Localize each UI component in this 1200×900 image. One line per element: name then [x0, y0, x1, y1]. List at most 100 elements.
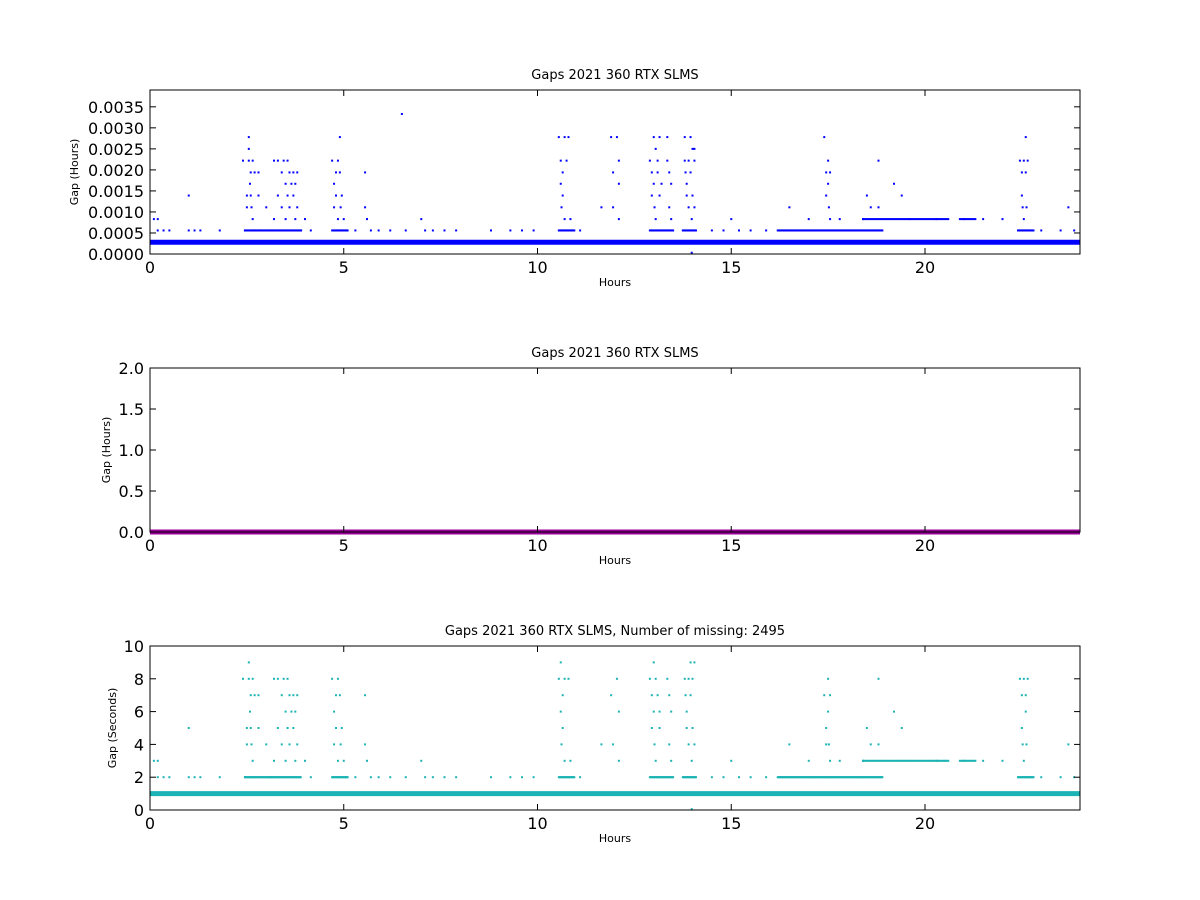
chart-title: Gaps 2021 360 RTX SLMS — [531, 346, 698, 361]
x-tick-label: 15 — [721, 258, 741, 277]
data-point — [823, 136, 826, 139]
data-point — [290, 182, 293, 185]
data-point — [829, 171, 832, 174]
data-point — [187, 229, 190, 232]
data-point — [364, 694, 367, 697]
data-point — [280, 171, 283, 174]
data-point — [335, 694, 337, 697]
data-point — [276, 159, 279, 162]
data-point — [276, 194, 279, 197]
data-point — [947, 759, 950, 762]
data-point — [930, 759, 933, 762]
data-point — [893, 218, 895, 221]
data-point — [156, 759, 159, 762]
data-point — [879, 218, 882, 221]
data-point — [925, 218, 928, 221]
data-point — [906, 759, 909, 762]
data-point — [691, 147, 694, 150]
data-point — [521, 229, 523, 232]
data-point — [443, 229, 446, 232]
data-point — [652, 710, 655, 713]
data-point — [891, 218, 894, 221]
data-point — [257, 727, 260, 729]
data-point — [156, 229, 159, 232]
data-point — [825, 171, 828, 174]
data-point — [251, 759, 254, 762]
data-point — [284, 218, 287, 221]
data-point — [1067, 743, 1070, 746]
data-point — [389, 776, 392, 779]
data-point — [569, 759, 572, 762]
data-point — [1024, 694, 1027, 697]
plot-frame — [149, 367, 1081, 533]
data-point — [420, 218, 423, 221]
data-point — [269, 776, 272, 779]
data-point — [829, 759, 832, 762]
data-point — [899, 759, 902, 762]
data-point — [1018, 159, 1021, 162]
data-point — [650, 171, 653, 174]
data-point — [364, 206, 367, 209]
data-point — [532, 229, 535, 232]
data-point — [827, 710, 830, 713]
data-point — [617, 159, 620, 162]
data-point — [560, 206, 563, 209]
data-point — [455, 229, 458, 232]
data-point — [905, 218, 908, 221]
data-point — [893, 182, 895, 185]
data-point — [694, 229, 697, 232]
data-point — [242, 159, 244, 162]
data-point — [650, 727, 653, 729]
data-point — [710, 776, 713, 779]
data-point — [294, 710, 297, 713]
data-point — [684, 694, 687, 697]
data-point — [896, 218, 899, 221]
data-point — [685, 182, 688, 185]
data-point — [911, 759, 914, 762]
data-point — [336, 159, 339, 162]
y-tick-label: 2.0 — [119, 359, 144, 378]
data-point — [902, 218, 905, 221]
data-point — [869, 759, 872, 762]
data-point — [917, 759, 920, 762]
y-axis-label: Gap (Hours) — [68, 139, 81, 206]
data-point — [825, 194, 828, 197]
data-point — [364, 743, 367, 746]
data-point — [509, 229, 512, 232]
data-point — [807, 759, 810, 762]
data-point — [257, 171, 260, 174]
data-point — [294, 182, 297, 185]
data-point — [1067, 206, 1070, 209]
data-point — [944, 759, 947, 762]
x-tick-label: 20 — [915, 536, 935, 555]
data-point — [687, 206, 690, 209]
x-tick-label: 0 — [145, 536, 155, 555]
data-point — [282, 159, 285, 162]
data-point — [896, 759, 899, 762]
data-point — [684, 171, 687, 174]
data-point — [282, 677, 285, 680]
data-point — [331, 159, 334, 162]
panel-gaps-seconds-bottom: Gaps 2021 360 RTX SLMS, Number of missin… — [106, 624, 1081, 845]
data-point — [431, 776, 434, 779]
data-point — [333, 206, 336, 209]
data-point — [658, 727, 661, 729]
data-point — [693, 147, 696, 150]
data-point — [910, 759, 913, 762]
data-point — [880, 218, 883, 221]
data-point — [292, 194, 295, 197]
y-tick-label: 0.0035 — [88, 98, 144, 117]
data-point — [294, 759, 297, 762]
data-point — [877, 743, 880, 746]
data-point — [863, 218, 866, 221]
x-tick-label: 0 — [145, 258, 155, 277]
data-point — [561, 694, 564, 697]
x-tick-label: 15 — [721, 814, 741, 833]
data-point — [276, 677, 279, 680]
x-tick-label: 5 — [339, 258, 349, 277]
data-point — [965, 759, 968, 762]
y-tick-label: 0.0000 — [88, 245, 144, 264]
data-point — [340, 727, 343, 729]
data-point — [689, 694, 692, 697]
